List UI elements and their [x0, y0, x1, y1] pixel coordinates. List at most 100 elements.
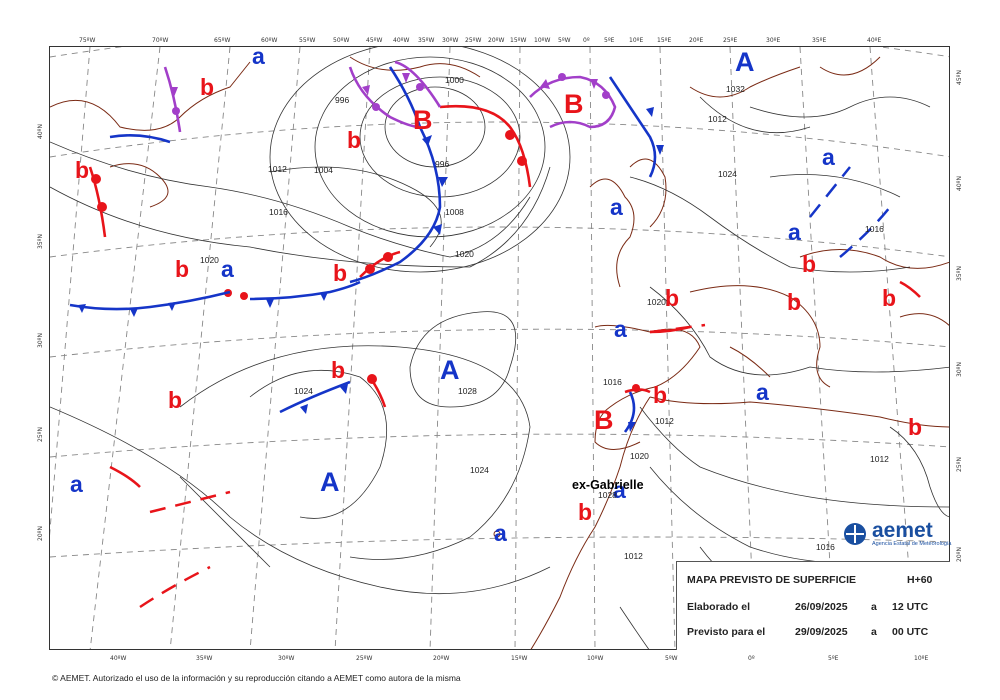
minor-low-label: b [653, 382, 668, 408]
isobar-label: 996 [435, 159, 450, 169]
made-label: Elaborado el [687, 601, 751, 613]
minor-high-label: a [221, 256, 234, 282]
tick-label: 40ºW [110, 655, 127, 662]
tick-label: 50ºW [333, 37, 350, 44]
minor-high-label: a [70, 471, 83, 497]
isobar-label: 1020 [647, 297, 666, 307]
minor-low-label: b [168, 387, 183, 413]
minor-low-label: b [908, 414, 923, 440]
tick-label: 25ºW [356, 655, 373, 662]
isobar-label: 1016 [603, 377, 622, 387]
cold-front-symbols [78, 107, 664, 432]
minor-low-label: b [787, 289, 802, 315]
high-centre-atlantic-north: A [440, 355, 460, 385]
tick-label: 15ºW [510, 37, 527, 44]
minor-low-label: b [578, 499, 593, 525]
high-centre-atlantic-south: A [320, 467, 340, 497]
minor-high-label: a [494, 520, 507, 546]
minor-high-label: a [252, 46, 265, 69]
tick-label: 65ºW [214, 37, 231, 44]
red-trough-lines [139, 323, 706, 609]
minor-high-label: a [756, 379, 769, 405]
tick-label: 0º [583, 37, 590, 44]
island [493, 530, 501, 538]
weather-map: A A A B B B a a a a a a a a a a b b b b … [49, 46, 950, 650]
minor-low-label: b [331, 357, 346, 383]
tick-label: 10ºW [534, 37, 551, 44]
tick-label: 35ºW [196, 655, 213, 662]
storm-label-ex-gabrielle: ex-Gabrielle [572, 478, 644, 492]
tick-label: 20ºW [433, 655, 450, 662]
isobar-label: 1016 [816, 542, 835, 552]
logo-wordmark: aemet [872, 519, 933, 542]
isobar-label: 1032 [726, 84, 745, 94]
made-time: 12 UTC [892, 601, 929, 613]
warm-front-symbols [91, 130, 640, 392]
graticule [50, 47, 949, 649]
valid-date: 29/09/2025 [795, 626, 848, 638]
isobar-label: 1028 [598, 490, 617, 500]
tick-label: 30ºW [442, 37, 459, 44]
tick-label: 5ºW [558, 37, 571, 44]
valid-a: a [871, 626, 877, 638]
minor-high-label: a [610, 194, 623, 220]
tick-label: 35ºN [955, 266, 963, 281]
minor-high-label: a [614, 316, 627, 342]
tick-label: 35ºE [812, 37, 827, 44]
isobar-label: 1012 [655, 416, 674, 426]
aemet-logo-icon [844, 523, 866, 545]
isobar-label: 1008 [445, 207, 464, 217]
minor-low-label: b [882, 285, 897, 311]
occluded-front-symbols [170, 73, 610, 115]
tick-label: 5ºE [604, 37, 615, 44]
info-range: H+60 [907, 574, 933, 586]
made-date: 26/09/2025 [795, 601, 848, 613]
tick-label: 15ºW [511, 655, 528, 662]
tick-label: 40ºW [393, 37, 410, 44]
isobar-label: 1012 [708, 114, 727, 124]
tick-label: 60ºW [261, 37, 278, 44]
valid-label: Previsto para el [687, 626, 766, 638]
tick-label: 20ºN [36, 526, 44, 541]
isobar-label: 1012 [268, 164, 287, 174]
tick-label: 5ºW [665, 655, 678, 662]
tick-label: 20ºN [955, 547, 963, 562]
tick-label: 15ºE [657, 37, 672, 44]
minor-low-label: b [802, 251, 817, 277]
tick-label: 70ºW [152, 37, 169, 44]
isobar-label: 996 [335, 95, 350, 105]
tick-label: 30ºW [278, 655, 295, 662]
tick-label: 55ºW [299, 37, 316, 44]
low-centre-atlantic: B [413, 105, 433, 135]
tick-label: 25ºE [723, 37, 738, 44]
tick-label: 10ºE [914, 655, 929, 662]
isobar-label: 1020 [630, 451, 649, 461]
tick-label: 35ºN [36, 234, 44, 249]
tick-label: 20ºW [488, 37, 505, 44]
tick-label: 40ºN [36, 124, 44, 139]
tick-label: 30ºN [36, 333, 44, 348]
low-centre-biscay: B [564, 89, 584, 119]
made-a: a [871, 601, 877, 613]
tick-label: 5ºE [828, 655, 839, 662]
blue-ridge-lines [809, 166, 891, 258]
logo-subtitle: Agencia Estatal de Meteorología [872, 541, 952, 547]
forecast-info-box: MAPA PREVISTO DE SUPERFICIE H+60 Elabora… [676, 561, 950, 650]
tick-label: 25ºN [36, 427, 44, 442]
tick-label: 20ºE [689, 37, 704, 44]
isobar-label: 1020 [455, 249, 474, 259]
info-title: MAPA PREVISTO DE SUPERFICIE [687, 574, 856, 586]
tick-label: 75ºW [79, 37, 96, 44]
tick-label: 45ºN [955, 70, 963, 85]
tick-label: 25ºW [465, 37, 482, 44]
isobar-label: 1004 [314, 165, 333, 175]
isobar-label: 1024 [718, 169, 737, 179]
tick-label: 10ºE [629, 37, 644, 44]
tick-label: 25ºN [955, 457, 963, 472]
low-centre-ex-gabrielle: B [594, 405, 614, 435]
tick-label: 40ºE [867, 37, 882, 44]
minor-low-label: b [75, 157, 90, 183]
isobar-label: 1024 [294, 386, 313, 396]
isobar-label: 1012 [870, 454, 889, 464]
isobar-label: 1000 [445, 75, 464, 85]
